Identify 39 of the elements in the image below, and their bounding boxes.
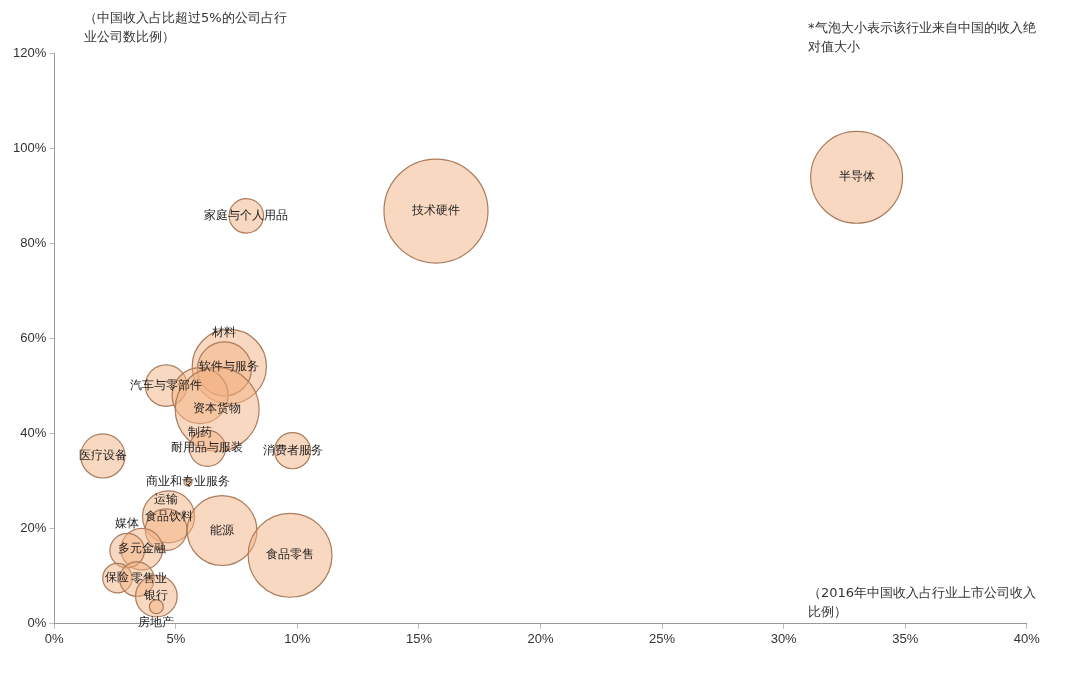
y-tick-label: 120% <box>13 44 47 60</box>
annotation: 制药 <box>188 424 213 439</box>
annotation: 多元金融 <box>117 541 166 556</box>
x-tick-label: 0% <box>44 631 65 647</box>
x-tick-label: 15% <box>405 631 433 647</box>
x-axis-title: （2016年中国收入占行业上市公司收入比例） <box>808 584 1038 621</box>
annotation: 保险 <box>105 570 130 585</box>
x-tick-label: 5% <box>166 631 186 647</box>
annotation: 房地产 <box>138 614 175 629</box>
annotation: 能源 <box>210 522 235 537</box>
y-tick-label: 80% <box>20 234 47 250</box>
annotation: 银行 <box>143 588 169 603</box>
x-tick-label: 40% <box>1013 631 1041 647</box>
annotation: 半导体 <box>838 169 875 184</box>
annotation: 媒体 <box>115 516 140 531</box>
annotation: *气泡大小表示该行业来自中国的收入绝对值大小 <box>808 19 1037 56</box>
annotation: 食品饮料 <box>144 508 193 523</box>
annotation: 医疗设备 <box>78 448 127 463</box>
x-tick-label: 25% <box>649 631 676 647</box>
y-tick-label: 40% <box>20 425 47 441</box>
annotation: 商业和专业服务 <box>145 474 230 489</box>
y-axis-title: （中国收入占比超过5%的公司占行业公司数比例） <box>84 9 288 46</box>
annotation: 食品零售 <box>266 547 315 562</box>
annotation: 家庭与个人用品 <box>204 207 289 222</box>
annotation: 技术硬件 <box>410 203 460 218</box>
y-tick-label: 100% <box>13 139 47 155</box>
y-tick-label: 20% <box>20 520 47 536</box>
annotation: 汽车与零部件 <box>130 377 203 392</box>
x-tick-label: 10% <box>284 631 311 647</box>
x-tick-label: 30% <box>770 631 798 647</box>
y-tick-label: 60% <box>20 330 47 346</box>
annotation: 软件与服务 <box>199 358 260 373</box>
annotation: 运输 <box>154 491 179 506</box>
annotation: 资本货物 <box>193 401 242 416</box>
annotation: 零售业 <box>130 571 167 586</box>
annotation: 材料 <box>211 325 237 340</box>
y-tick-label: 0% <box>27 615 47 631</box>
x-tick-label: 20% <box>527 631 554 647</box>
x-tick-label: 35% <box>892 631 919 647</box>
